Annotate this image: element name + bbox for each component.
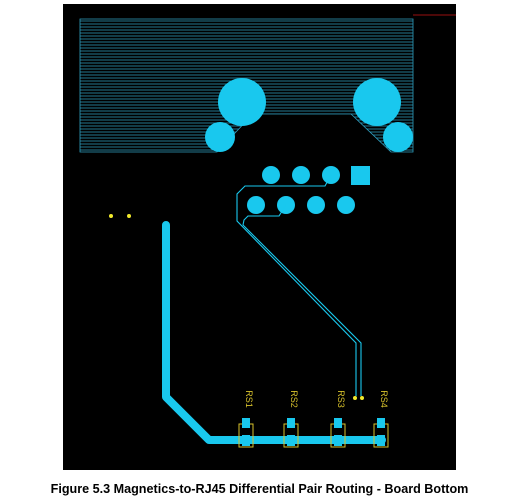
resistor-pad-top: [287, 418, 295, 428]
via-dot: [109, 214, 113, 218]
board-background: [63, 4, 456, 470]
resistor-pad-top: [377, 418, 385, 428]
resistor-pad-top: [334, 418, 342, 428]
resistor-rs1: RS1: [238, 390, 254, 448]
resistor-pad-top: [242, 418, 250, 428]
shield-pad-right: [383, 122, 413, 152]
mounting-hole-left: [218, 78, 266, 126]
rj45-pin-pad: [337, 196, 355, 214]
diff-pair-trace-negative: [242, 204, 362, 396]
mounting-hole-right: [353, 78, 401, 126]
rj45-pin-pad: [247, 196, 265, 214]
resistor-pad-bottom: [377, 435, 385, 446]
resistor-label-rs4: RS4: [379, 390, 389, 408]
differential-pair-traces: [236, 174, 362, 396]
resistor-rs4: RS4: [373, 390, 389, 448]
resistor-pad-bottom: [287, 435, 295, 446]
pcb-layout-view: RS1 RS2 RS3 RS4: [63, 4, 456, 470]
resistor-rs2: RS2: [283, 390, 299, 448]
rj45-pin-pad: [292, 166, 310, 184]
diff-pair-trace-positive: [236, 174, 357, 396]
rj45-pin-pad: [262, 166, 280, 184]
resistor-label-rs3: RS3: [336, 390, 346, 408]
rj45-pin1-square-pad: [351, 166, 370, 185]
shield-pad-left: [205, 122, 235, 152]
via-dot: [127, 214, 131, 218]
via-dot: [360, 396, 364, 400]
via-dot: [353, 396, 357, 400]
resistor-rs3: RS3: [330, 390, 346, 448]
resistor-pad-bottom: [334, 435, 342, 446]
wide-ground-trace: [162, 221, 386, 444]
rj45-pin-pad: [307, 196, 325, 214]
resistor-label-rs1: RS1: [244, 390, 254, 408]
figure-caption: Figure 5.3 Magnetics-to-RJ45 Differentia…: [50, 482, 469, 496]
resistor-label-rs2: RS2: [289, 390, 299, 408]
resistor-pad-bottom: [242, 435, 250, 446]
